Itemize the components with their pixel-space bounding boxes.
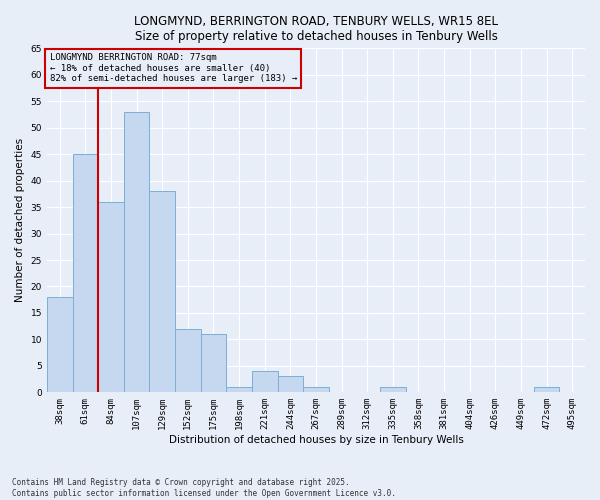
Bar — [149, 191, 175, 392]
Bar — [534, 387, 559, 392]
Bar — [124, 112, 149, 392]
Y-axis label: Number of detached properties: Number of detached properties — [15, 138, 25, 302]
Text: Contains HM Land Registry data © Crown copyright and database right 2025.
Contai: Contains HM Land Registry data © Crown c… — [12, 478, 396, 498]
Bar — [226, 387, 252, 392]
Bar — [380, 387, 406, 392]
Bar — [252, 371, 278, 392]
Text: LONGMYND BERRINGTON ROAD: 77sqm
← 18% of detached houses are smaller (40)
82% of: LONGMYND BERRINGTON ROAD: 77sqm ← 18% of… — [50, 54, 297, 84]
Bar — [278, 376, 303, 392]
Bar — [47, 297, 73, 392]
Bar — [98, 202, 124, 392]
X-axis label: Distribution of detached houses by size in Tenbury Wells: Distribution of detached houses by size … — [169, 435, 463, 445]
Bar — [73, 154, 98, 392]
Title: LONGMYND, BERRINGTON ROAD, TENBURY WELLS, WR15 8EL
Size of property relative to : LONGMYND, BERRINGTON ROAD, TENBURY WELLS… — [134, 15, 498, 43]
Bar — [303, 387, 329, 392]
Bar — [200, 334, 226, 392]
Bar — [175, 329, 200, 392]
